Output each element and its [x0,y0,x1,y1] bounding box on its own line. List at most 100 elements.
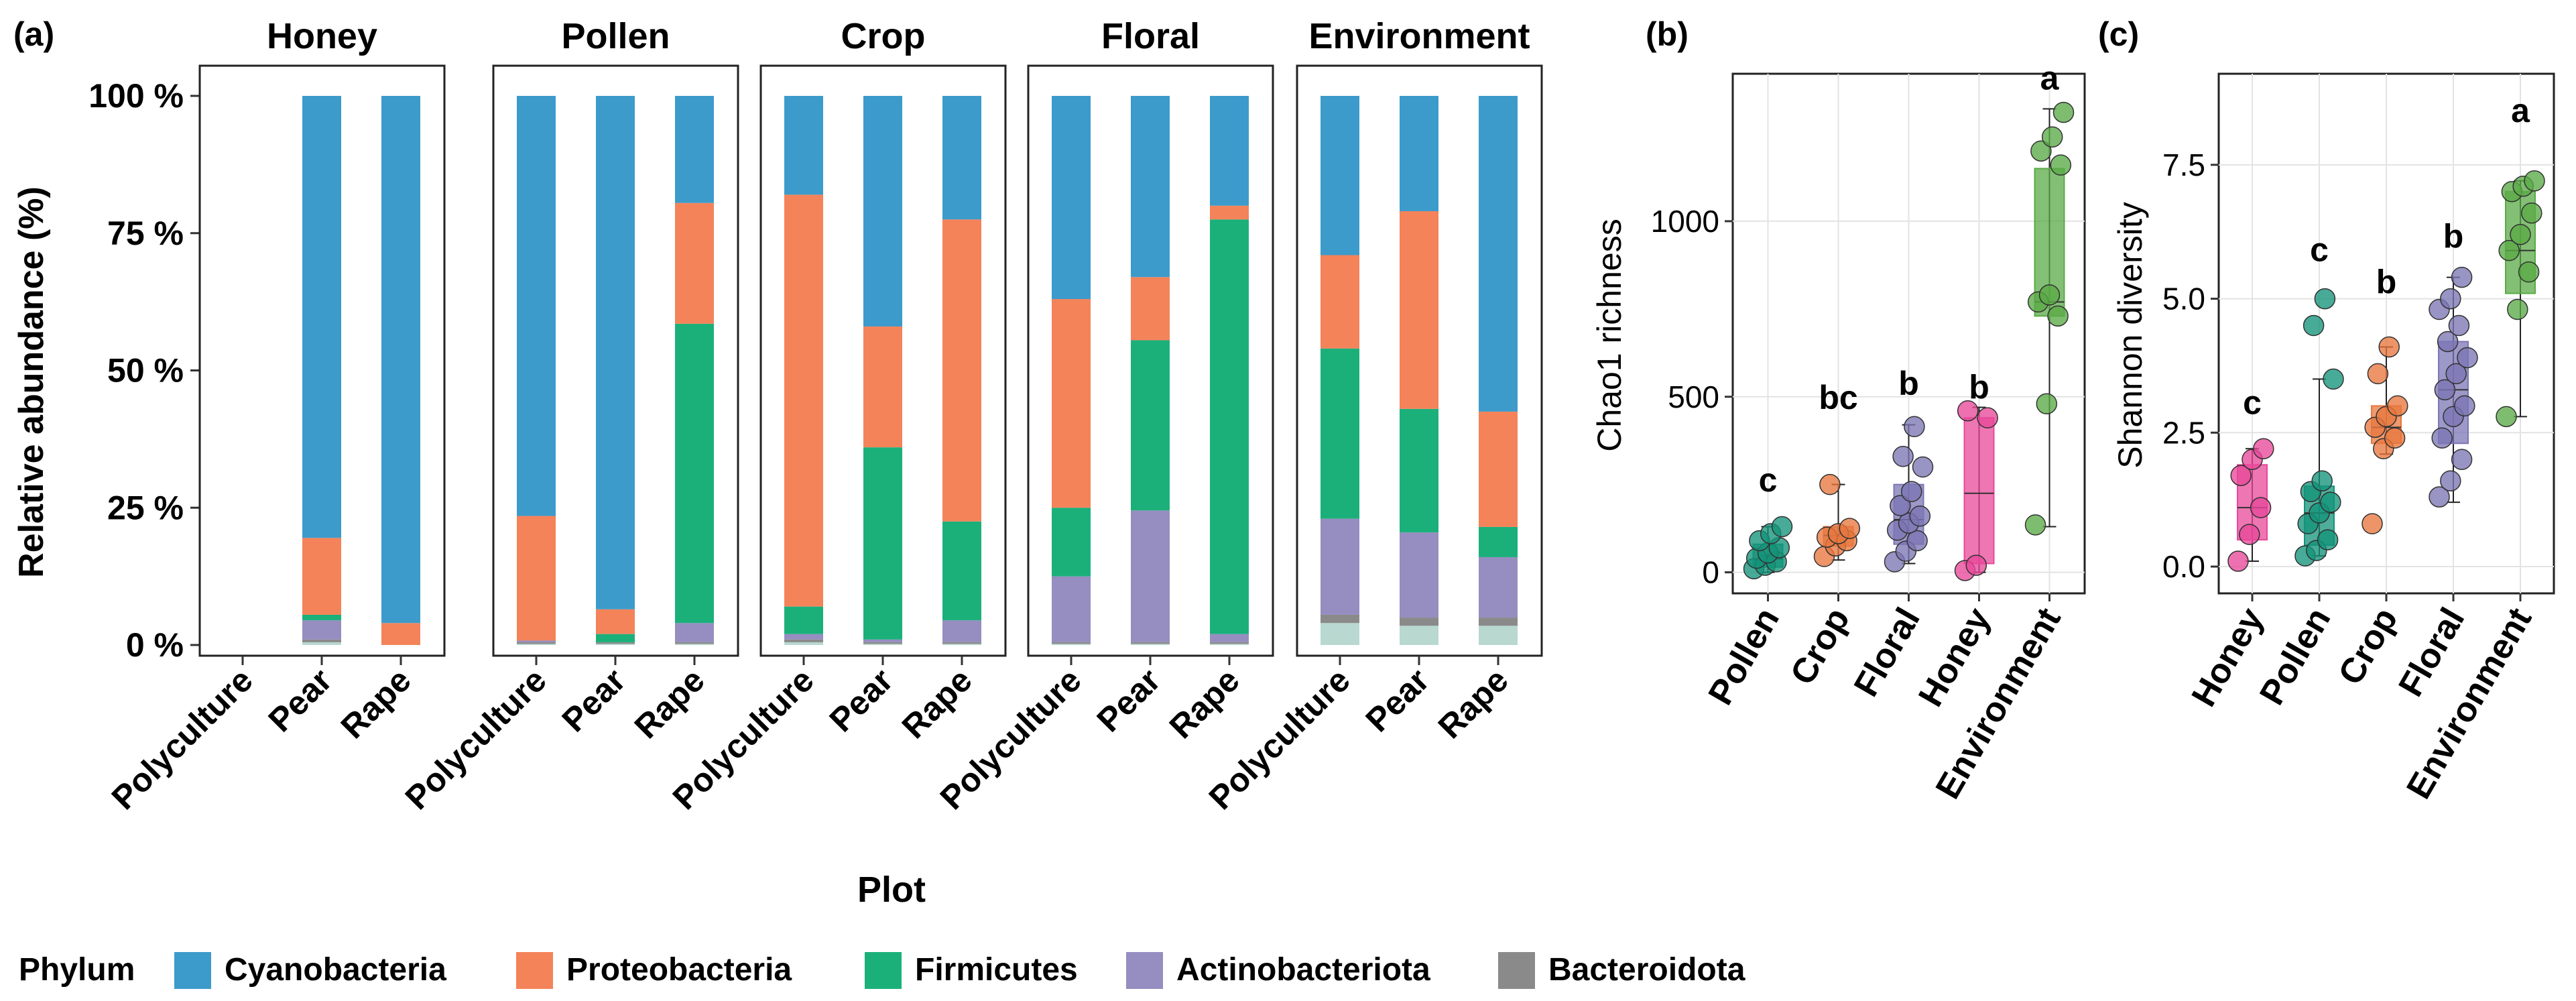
legend-swatch-bacteroidota [1498,952,1535,989]
c-point-crop [2384,427,2406,449]
b-point-environment [2038,284,2061,306]
bar-segment-environment-pear-bacteroidota [1400,617,1438,626]
bar-segment-environment-polyculture-actinobacteriota [1321,518,1359,615]
c-point-floral [2429,486,2450,508]
c-point-environment [2518,261,2540,283]
bar-segment-crop-polyculture-proteobacteria [784,194,823,607]
panel-a-xlabel: Plot [857,870,926,910]
a-xtick-label: Rape [1162,661,1247,746]
c-point-floral [2440,288,2461,310]
bar-segment-floral-rape-cyanobacteria [1210,96,1249,206]
bar-segment-honey-pear-proteobacteria [302,538,341,615]
panel-label-a: (a) [13,15,54,53]
bar-segment-environment-rape-bacteroidota [1479,617,1518,626]
bar-segment-crop-pear-bacteroidota [863,642,902,644]
b-letter-floral: b [1898,365,1919,402]
c-point-environment [2521,202,2542,224]
bar-segment-crop-pear-proteobacteria [863,326,902,448]
a-xtick-label: Rape [334,661,418,746]
b-point-floral [1900,481,1922,502]
c-point-floral [2451,449,2473,471]
bar-segment-floral-pear-proteobacteria [1131,277,1170,341]
b-letter-environment: a [2040,60,2060,97]
a-ytick-label: 50 % [107,352,184,390]
b-ytick-label: 0 [1702,555,1719,590]
bar-segment-floral-polyculture-actinobacteriota [1052,576,1091,642]
a-xtick-label: Rape [895,661,979,746]
b-point-floral [1912,456,1934,478]
c-point-floral [2437,331,2459,353]
facet-title-honey: Honey [267,16,377,56]
legend-label-proteobacteria: Proteobacteria [566,952,792,988]
bar-segment-environment-polyculture-proteobacteria [1321,255,1359,349]
c-xtick-label: Honey [2185,601,2272,713]
legend-swatch-cyanobacteria [174,952,211,989]
legend-label-cyanobacteria: Cyanobacteria [225,952,446,988]
b-point-floral [1909,506,1931,527]
bar-segment-floral-rape-firmicutes [1210,219,1249,634]
b-point-environment [2036,393,2058,414]
bar-segment-floral-polyculture-firmicutes [1052,508,1091,577]
b-letter-pollen: c [1759,461,1778,499]
c-point-environment [2496,406,2517,428]
bar-segment-crop-rape-cyanobacteria [942,96,981,220]
bar-segment-crop-polyculture-firmicutes [784,606,823,634]
b-point-environment [2050,154,2072,176]
c-point-honey [2250,497,2272,518]
bar-segment-pollen-pear-cyanobacteria [596,96,635,609]
bar-segment-environment-pear-other [1400,626,1438,645]
b-letter-honey: b [1969,368,1989,406]
b-point-environment [2052,101,2075,123]
bar-segment-environment-polyculture-firmicutes [1321,348,1359,519]
bar-segment-floral-pear-firmicutes [1131,340,1170,511]
a-xtick-label: Pear [822,661,900,739]
b-point-environment [2030,140,2052,162]
bar-segment-pollen-rape-other [675,644,714,645]
c-point-pollen [2303,314,2325,337]
c-point-pollen [2311,470,2333,491]
panel-label-c: (c) [2098,15,2139,53]
c-point-floral [2434,379,2456,401]
c-point-crop [2367,363,2389,385]
a-ytick-label: 25 % [107,489,184,526]
c-point-honey [2253,438,2274,460]
bar-segment-pollen-polyculture-cyanobacteria [517,96,556,516]
facet-title-environment: Environment [1308,16,1530,56]
a-xtick-label: Pear [1090,661,1168,739]
bar-segment-pollen-pear-bacteroidota [596,642,635,644]
c-ytick-label: 5.0 [2162,282,2205,316]
bar-segment-crop-pear-cyanobacteria [863,96,902,327]
c-point-environment [2507,298,2528,320]
c-letter-environment: a [2511,92,2530,129]
c-letter-honey: c [2243,384,2262,421]
bar-segment-pollen-polyculture-other [517,644,556,645]
b-ytick-label: 500 [1668,379,1719,414]
bar-segment-floral-rape-other [1210,644,1249,645]
legend-title: Phylum [19,952,135,988]
bar-segment-crop-rape-other [942,644,981,645]
a-xtick-label: Pear [555,661,633,739]
c-point-floral [2457,347,2478,369]
facet-title-pollen: Pollen [561,16,670,56]
b-xtick-label: Crop [1783,601,1857,691]
bar-segment-environment-pear-actinobacteriota [1400,532,1438,618]
b-point-environment [2041,126,2063,148]
a-ytick-label: 0 % [126,626,184,664]
bar-segment-crop-pear-actinobacteriota [863,639,902,642]
bar-segment-pollen-pear-firmicutes [596,634,635,642]
c-point-crop [2387,395,2408,417]
legend-swatch-actinobacteriota [1126,952,1163,989]
c-point-floral [2454,395,2475,417]
c-point-pollen [2323,368,2344,390]
c-point-floral [2431,427,2453,449]
b-point-floral [1892,446,1914,467]
b-point-honey [1957,400,1979,422]
c-point-honey [2230,465,2252,486]
bar-segment-pollen-polyculture-actinobacteriota [517,640,556,642]
legend-swatch-firmicutes [865,952,902,989]
bar-segment-environment-polyculture-bacteroidota [1321,614,1359,624]
c-point-floral [2451,266,2473,288]
bar-segment-environment-pear-firmicutes [1400,408,1438,533]
bar-segment-floral-polyculture-other [1052,644,1091,645]
bar-segment-pollen-pear-proteobacteria [596,609,635,634]
